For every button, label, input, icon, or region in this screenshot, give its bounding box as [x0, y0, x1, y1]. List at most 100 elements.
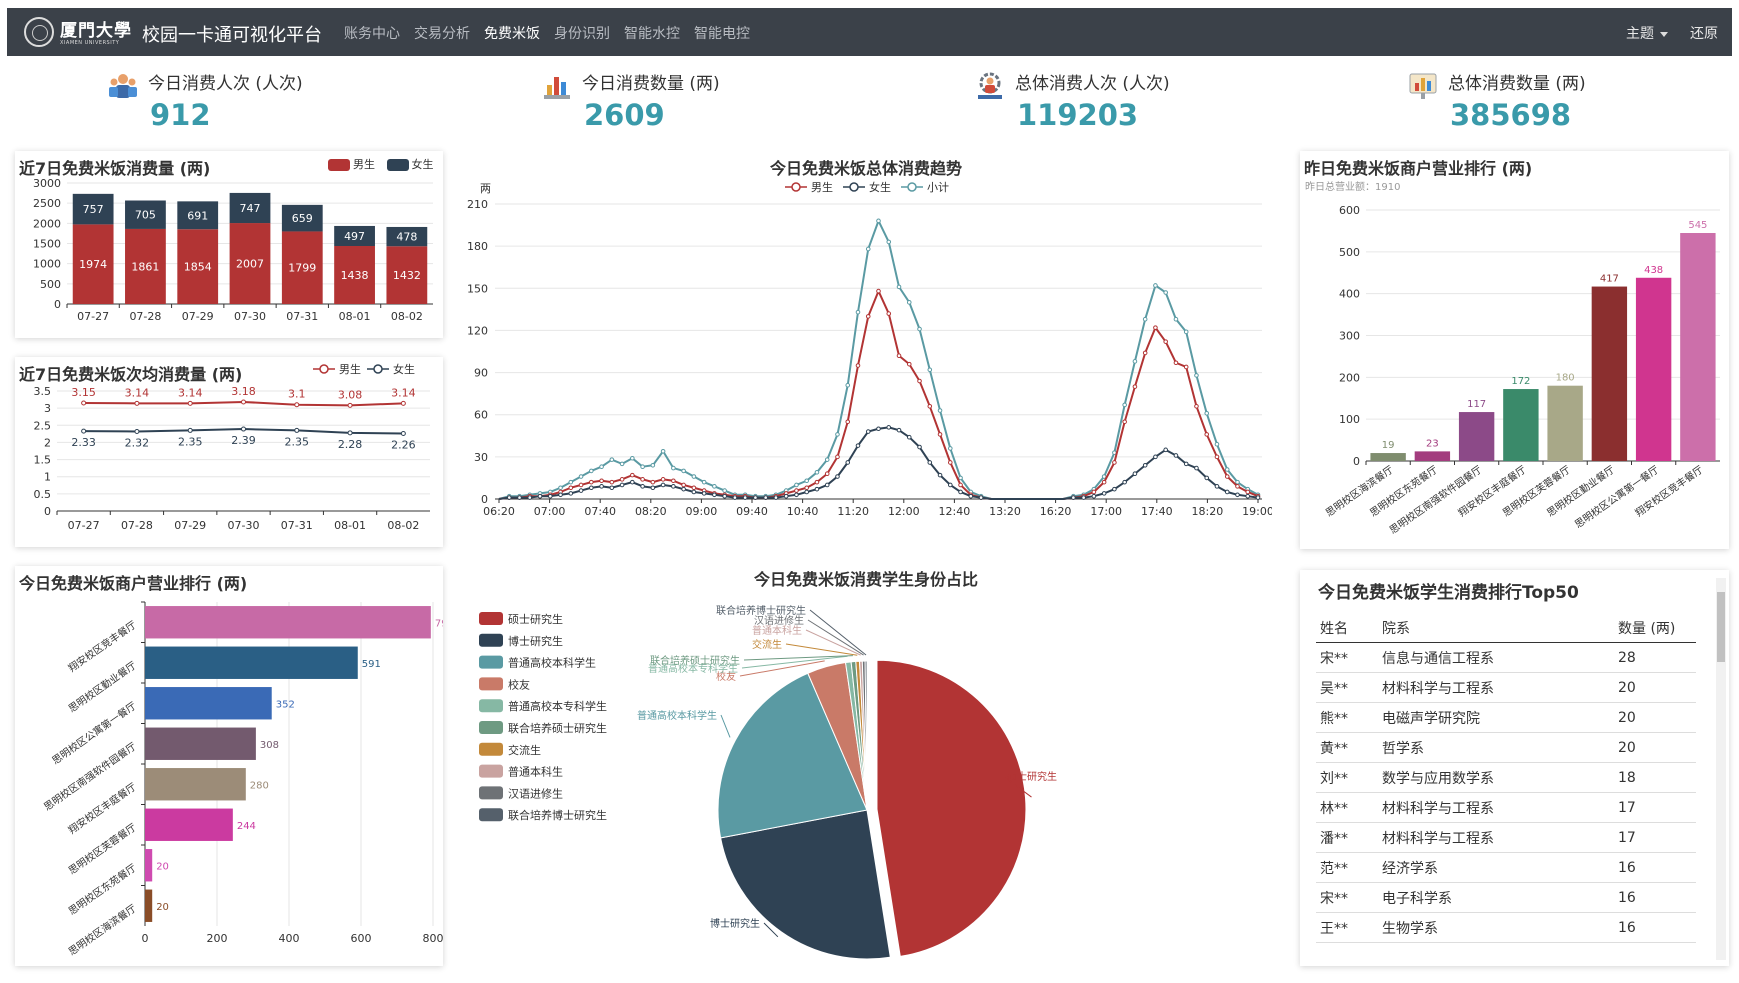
table-row[interactable]: 刘** 数学与应用数学系 18: [1316, 762, 1696, 793]
data-point: [1235, 492, 1240, 498]
restore-button[interactable]: 还原: [1690, 26, 1718, 42]
bar: [1503, 389, 1539, 461]
x-tick-label: 07-31: [281, 519, 313, 532]
data-point: [1173, 316, 1179, 322]
legend-label: 汉语进修生: [508, 786, 563, 800]
data-label: 117: [1467, 399, 1486, 410]
y-tick-label: 150: [467, 282, 488, 295]
data-point: [1132, 384, 1138, 389]
data-point: [804, 485, 810, 491]
data-point: [1245, 493, 1251, 499]
data-label: 3.08: [338, 388, 363, 401]
data-point: [81, 428, 87, 434]
table-row[interactable]: 王** 生物学系 16: [1316, 912, 1696, 943]
bar: [1591, 286, 1628, 461]
x-tick-label: 07-30: [228, 519, 260, 532]
slice-label: 联合培养硕士研究生: [650, 654, 740, 667]
legend-label: 女生: [869, 180, 891, 194]
cell-amount: 17: [1614, 822, 1696, 853]
data-point: [630, 479, 635, 485]
data-point: [937, 408, 943, 413]
legend-swatch: [479, 633, 503, 647]
nav-item[interactable]: 免费米饭: [484, 26, 540, 42]
data-label: 2.39: [231, 434, 256, 447]
bar-female: [334, 225, 375, 247]
panel-title: 今日免费米饭学生消费排行Top50: [1318, 583, 1579, 603]
data-point: [1224, 489, 1230, 495]
stat-label: 总体消费数量 (两): [1448, 74, 1586, 94]
table-row[interactable]: 宋** 信息与通信工程系 28: [1316, 642, 1696, 673]
data-point: [835, 474, 840, 479]
data-label: 1974: [79, 258, 107, 271]
bar: [1414, 451, 1451, 461]
data-point: [865, 314, 871, 319]
legend-label: 交流生: [508, 743, 541, 757]
data-point: [294, 427, 300, 433]
cell-name: 熊**: [1316, 702, 1378, 733]
top50-table-wrap[interactable]: 姓名 院系 数量 (两) 宋** 信息与通信工程系 28 吴** 材料科学与工程系 20 熊…: [1316, 614, 1696, 943]
cell-name: 潘**: [1316, 822, 1378, 853]
nav-item[interactable]: 身份识别: [554, 26, 610, 42]
table-row[interactable]: 熊** 电磁声学研究院 20: [1316, 702, 1696, 733]
data-point: [937, 472, 943, 478]
label-line: [805, 629, 861, 656]
data-point: [1183, 461, 1189, 467]
nav-item[interactable]: 智能水控: [624, 26, 680, 42]
data-point: [855, 363, 861, 368]
data-point: [742, 495, 748, 500]
legend-marker: [907, 182, 917, 192]
scrollbar-thumb[interactable]: [1717, 592, 1725, 662]
theme-dropdown[interactable]: 主题: [1626, 23, 1668, 43]
cell-dept: 信息与通信工程系: [1378, 642, 1614, 673]
x-tick-label: 13:20: [989, 505, 1021, 518]
y-axis-label: 两: [480, 182, 491, 195]
table-header-row: 姓名 院系 数量 (两): [1316, 614, 1696, 643]
data-point: [722, 493, 727, 499]
data-point: [589, 468, 594, 474]
nav-item[interactable]: 交易分析: [414, 26, 470, 42]
cell-dept: 数学与应用数学系: [1378, 762, 1614, 793]
cell-amount: 17: [1614, 792, 1696, 823]
table-row[interactable]: 林** 材料科学与工程系 17: [1316, 792, 1696, 823]
table-row[interactable]: 范** 经济学系 16: [1316, 852, 1696, 883]
label-line: [763, 922, 779, 938]
people-icon: [109, 74, 137, 98]
data-point: [783, 493, 789, 499]
x-tick-label: 11:20: [837, 505, 869, 518]
legend-label: 男生: [811, 180, 833, 194]
table-row[interactable]: 吴** 材料科学与工程系 20: [1316, 672, 1696, 703]
data-label: 497: [344, 230, 365, 243]
data-point: [968, 493, 974, 499]
table-row[interactable]: 黄** 哲学系 20: [1316, 732, 1696, 763]
data-point: [294, 402, 300, 408]
data-point: [1224, 467, 1230, 472]
slice-label: 联合培养博士研究生: [716, 604, 806, 617]
data-point: [1204, 475, 1210, 481]
data-point: [517, 495, 522, 500]
data-point: [845, 382, 851, 388]
legend-label: 小计: [927, 181, 949, 194]
data-point: [917, 444, 922, 450]
y-tick-label: 600: [1339, 204, 1360, 217]
legend-swatch: [328, 159, 350, 171]
nav-item[interactable]: 智能电控: [694, 26, 750, 42]
stat-label: 总体消费人次 (人次): [1015, 74, 1170, 94]
table-scrollbar[interactable]: [1716, 578, 1726, 960]
nav-item[interactable]: 账务中心: [344, 26, 400, 42]
data-point: [347, 402, 353, 408]
data-point: [865, 429, 871, 434]
y-tick-label: 210: [467, 198, 488, 211]
legend-label: 博士研究生: [508, 634, 563, 648]
panel-title: 今日免费米饭消费学生身份占比: [754, 570, 979, 589]
data-label: 1861: [131, 260, 159, 273]
data-label: 244: [237, 821, 256, 832]
data-point: [824, 471, 830, 477]
today-trend-chart: 男生 女生 小计 两 0 30 60 90 120 150 180 210 06:20 07:00 07:4…: [467, 180, 1272, 518]
data-point: [906, 361, 912, 367]
table-row[interactable]: 潘** 材料科学与工程系 17: [1316, 822, 1696, 853]
data-point: [1101, 474, 1107, 479]
data-label: 2.35: [285, 435, 310, 448]
table-row[interactable]: 宋** 电子科学系 16: [1316, 882, 1696, 913]
cell-dept: 材料科学与工程系: [1378, 822, 1614, 853]
data-point: [671, 484, 676, 489]
